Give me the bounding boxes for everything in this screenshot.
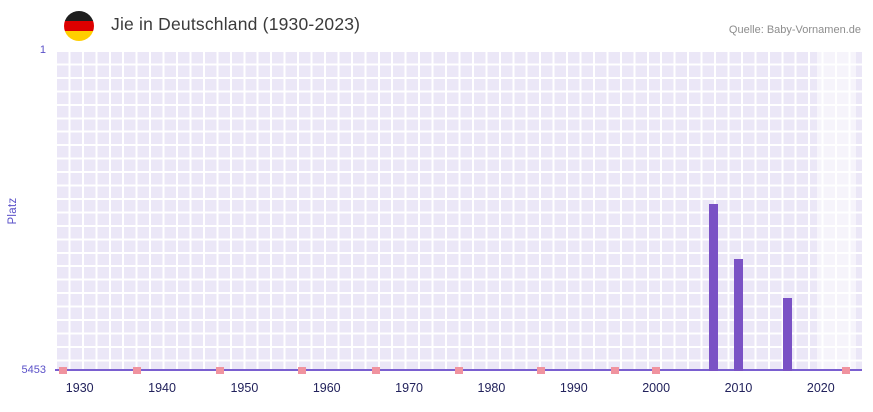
- y-axis-tick-bottom: 5453: [21, 364, 46, 376]
- x-tick-1970: 1970: [395, 381, 423, 395]
- x-axis-tick-labels: 1930 1940 1950 1960 1970 1980 1990 2000 2010 2020: [0, 381, 873, 401]
- x-tick-1960: 1960: [312, 381, 341, 395]
- low-rank-marker-1928: [59, 367, 68, 374]
- y-axis-title: Platz: [7, 197, 19, 225]
- y-axis-tick-top: 1: [39, 44, 46, 56]
- rank-bar-2016: [783, 297, 793, 371]
- low-rank-marker-2000: [652, 367, 661, 374]
- source-attribution: Quelle: Baby-Vornamen.de: [728, 24, 861, 36]
- x-tick-1950: 1950: [230, 381, 259, 395]
- chart-title: Jie in Deutschland (1930-2023): [111, 14, 361, 34]
- low-rank-marker-1957: [298, 367, 307, 374]
- low-rank-marker-1937: [133, 367, 142, 374]
- low-rank-marker-1995: [610, 367, 619, 374]
- low-rank-marker-2023: [841, 367, 850, 374]
- current-period-highlight-band: [816, 50, 857, 371]
- x-tick-1930: 1930: [65, 381, 94, 395]
- germany-flag-icon: [64, 11, 94, 41]
- x-tick-2010: 2010: [724, 381, 753, 395]
- low-rank-marker-1966: [372, 367, 381, 374]
- x-tick-1990: 1990: [559, 381, 588, 395]
- low-rank-marker-1976: [454, 367, 463, 374]
- x-tick-2000: 2000: [642, 381, 671, 395]
- x-tick-1940: 1940: [148, 381, 176, 395]
- low-rank-marker-1947: [215, 367, 224, 374]
- x-tick-1980: 1980: [477, 381, 506, 395]
- rank-bar-2007: [709, 203, 719, 371]
- x-tick-2020: 2020: [806, 381, 835, 395]
- low-rank-marker-1986: [536, 367, 545, 374]
- rank-bar-2010: [733, 258, 743, 371]
- plot-area: [55, 50, 862, 374]
